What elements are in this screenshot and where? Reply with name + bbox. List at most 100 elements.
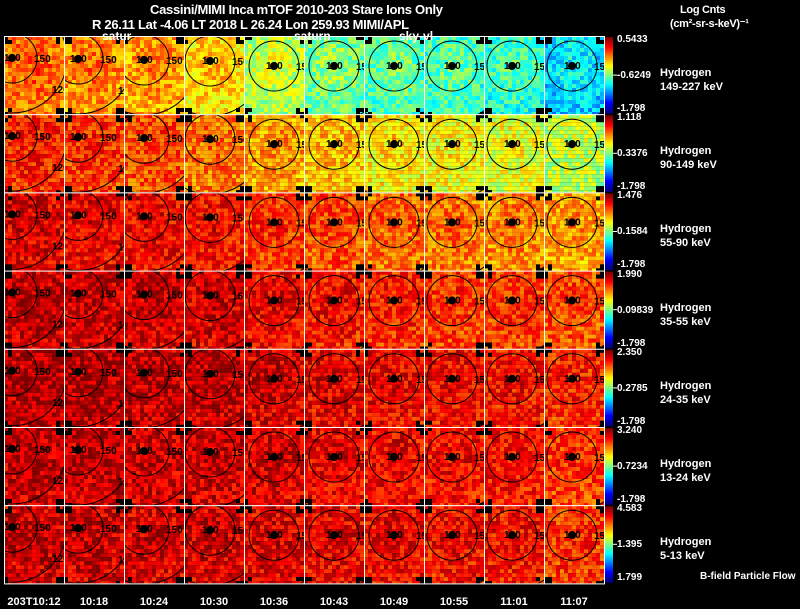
colorbar-segment [605, 107, 613, 110]
contour-label: 150 [232, 292, 249, 303]
contour-label: 180 [504, 217, 521, 228]
colorbar-segment [605, 221, 613, 225]
contour-label: 180 [564, 61, 581, 72]
time-label: 10:49 [380, 596, 408, 608]
colorbar-segment [605, 429, 613, 433]
time-label: 203T10:12 [7, 596, 60, 608]
colorbar-segment [605, 565, 613, 568]
contour-label: 150 [166, 291, 183, 302]
colorbar-segment [605, 52, 613, 55]
colorbar-segment [605, 61, 613, 65]
colorbar [605, 271, 617, 349]
contour-120 [64, 244, 124, 271]
contour-label: 180 [386, 217, 403, 228]
contour-label: 90 [57, 112, 69, 123]
contour-label: 120 [52, 554, 69, 565]
colorbar-segment [605, 475, 613, 479]
colorbar-min-label: -1.798 [617, 259, 645, 270]
pole-marker [568, 140, 576, 149]
colorbar-segment [605, 141, 613, 145]
colorbar [605, 349, 617, 427]
contour-label: 150 [416, 453, 433, 464]
contour-label: 180 [70, 54, 87, 65]
contour-label: 90 [57, 190, 69, 201]
pole-marker [8, 523, 16, 532]
pole-marker [140, 447, 148, 455]
contour-label: 150 [166, 212, 183, 223]
pole-marker [330, 296, 338, 305]
colorbar-segment [605, 542, 613, 545]
contour-label: 120 [118, 321, 135, 332]
colorbar-segment [605, 244, 613, 248]
colorbar-segment [605, 494, 613, 498]
colorbar-segment [605, 469, 613, 473]
colorbar-segment [605, 338, 613, 341]
contour-label: 90 [123, 269, 135, 280]
colorbar-units-line1: Log Cnts [680, 4, 726, 16]
contour-150 [124, 505, 170, 555]
pole-marker [390, 140, 398, 149]
contour-label: 180 [504, 61, 521, 72]
contour-label: 180 [136, 55, 153, 66]
colorbar-segment [605, 271, 613, 275]
colorbar-segment [605, 370, 613, 374]
contour-label: 150 [594, 62, 611, 73]
contour-label: 90 [123, 348, 135, 359]
colorbar-segment [605, 576, 613, 580]
colorbar-segment [605, 109, 613, 112]
contour-label: 150 [232, 448, 249, 459]
colorbar-segment [605, 128, 613, 131]
colorbar-segment [605, 294, 613, 297]
colorbar-segment [605, 254, 613, 257]
colorbar-segment [605, 197, 613, 200]
colorbar-segment [605, 185, 613, 189]
colorbar-segment [605, 235, 613, 238]
pole-marker [330, 374, 338, 383]
contour-label: 180 [202, 525, 219, 536]
colorbar-segment [605, 159, 613, 162]
contour-150 [308, 196, 360, 248]
contour-label: 150 [100, 368, 117, 379]
contour-label: 120 [118, 242, 135, 253]
contour-label: 150 [594, 531, 611, 542]
contour-150 [248, 275, 300, 327]
contour-label: 90 [57, 581, 69, 592]
colorbar-segment [605, 296, 613, 299]
contour-label: 180 [386, 530, 403, 541]
colorbar-segment [605, 397, 613, 400]
contour-label: 180 [504, 296, 521, 307]
contour-label: 150 [34, 210, 51, 221]
colorbar-segment [605, 97, 613, 101]
contour-150 [486, 118, 538, 170]
colorbar-segment [605, 511, 613, 515]
colorbar-segment [605, 521, 613, 524]
colorbar-segment [605, 307, 613, 311]
colorbar-segment [605, 101, 613, 105]
contour-120 [64, 166, 124, 193]
contour-label: 150 [356, 297, 373, 308]
colorbar-segment [605, 145, 613, 149]
colorbar-segment [605, 401, 613, 404]
contour-label: 180 [70, 523, 87, 534]
contour-label: 180 [4, 444, 21, 455]
colorbar-segment [605, 384, 613, 387]
pole-marker [8, 54, 16, 62]
contour-label: 150 [34, 54, 51, 65]
plot-title: Cassini/MIMI Inca mTOF 2010-203 Stare Io… [150, 2, 443, 17]
row-energy-label: 90-149 keV [660, 158, 717, 172]
pole-marker [508, 531, 516, 540]
contour-label: 180 [444, 61, 461, 72]
contour-label: 180 [326, 530, 343, 541]
colorbar-segment [605, 155, 613, 158]
colorbar-segment [605, 99, 613, 103]
colorbar-segment [605, 147, 613, 150]
pole-marker [568, 218, 576, 227]
pole-marker [270, 453, 278, 461]
